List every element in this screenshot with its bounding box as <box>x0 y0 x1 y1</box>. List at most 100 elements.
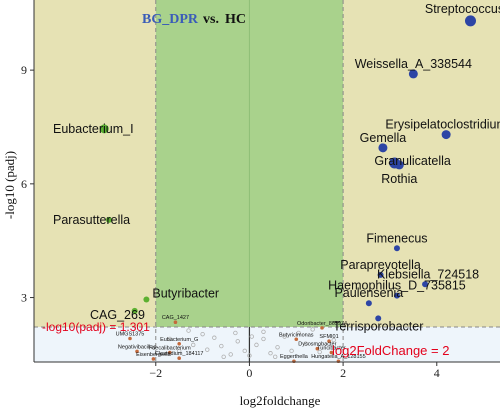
background-point <box>249 334 254 339</box>
point-label: Gemella <box>360 131 407 145</box>
x-tick-label: 0 <box>246 366 252 380</box>
data-point <box>377 271 384 278</box>
point-label: Eisenbergiella <box>136 352 171 358</box>
background-point <box>247 353 252 358</box>
point-label: Eubacterium_I <box>53 122 134 136</box>
background-point <box>176 348 182 354</box>
point-label: Clostridium_184117 <box>155 351 204 357</box>
background-point <box>228 352 233 357</box>
point-label: Eggerthella <box>280 354 309 360</box>
data-point <box>128 336 132 341</box>
point-label: UMGS1375 <box>116 331 145 337</box>
data-point <box>131 307 138 314</box>
background-point <box>254 342 259 348</box>
background-point <box>261 329 266 334</box>
background-point <box>331 337 336 343</box>
background-point <box>303 341 308 346</box>
x-tick-label: −2 <box>149 366 162 380</box>
data-point <box>99 124 109 134</box>
background-point <box>289 348 294 354</box>
point-label: Odoribacter_865974 <box>297 321 347 327</box>
data-point <box>135 349 139 354</box>
point-label: Klebsiella_724518 <box>377 267 479 281</box>
y-axis-label: -log10 (padj) <box>2 151 17 219</box>
x-tick-label: 2 <box>340 366 346 380</box>
point-label: Negativibacillus <box>118 344 156 350</box>
data-point <box>378 143 388 153</box>
chart-title-vs: vs. <box>203 12 219 27</box>
data-point <box>375 315 382 322</box>
point-label: Weissella_A_338544 <box>355 57 472 71</box>
point-label: SFMI01 <box>319 334 338 340</box>
point-label: Fimenecus <box>366 231 427 245</box>
point-label: Faecalibacterium <box>149 346 191 352</box>
background-point <box>242 348 247 354</box>
background-point <box>212 335 217 340</box>
data-point <box>393 245 400 252</box>
point-label: Paraprevotella <box>340 258 421 272</box>
point-label: CAG_269 <box>90 308 145 322</box>
data-point <box>168 350 172 355</box>
data-point <box>393 292 400 299</box>
background-point <box>167 336 173 342</box>
background-point <box>296 330 301 336</box>
point-label: Erysipelatoclostridium <box>385 118 500 132</box>
data-point <box>315 346 320 351</box>
fold-change-threshold-label: log2FoldChange = 2 <box>332 343 449 358</box>
background-point <box>310 327 315 332</box>
point-label: Parasutterella <box>53 213 130 227</box>
point-label: Eubacterium_G <box>160 337 198 343</box>
chart-title-ref: HC <box>225 12 246 27</box>
data-point <box>177 342 181 346</box>
x-tick-label: 4 <box>434 366 440 380</box>
point-label: Butyribacter <box>152 286 219 300</box>
data-point <box>105 216 112 223</box>
data-point <box>151 357 156 361</box>
data-point <box>464 15 476 27</box>
background-point <box>317 349 322 355</box>
background-point <box>186 328 191 333</box>
data-point <box>173 320 178 324</box>
point-label: Butyricimonas <box>279 332 314 338</box>
background-point <box>235 339 240 344</box>
data-point <box>365 300 372 307</box>
point-label: Hungatella_A_128155 <box>311 354 365 360</box>
nonsignificant-region <box>34 327 500 362</box>
chart-title-group: BG_DPR <box>142 12 199 27</box>
data-point <box>327 339 331 343</box>
data-point <box>422 281 429 288</box>
background-point <box>221 354 226 360</box>
data-point <box>394 160 404 170</box>
background-point <box>205 347 210 352</box>
point-label: Streptococcus <box>425 2 500 16</box>
right-significant-region <box>343 0 500 327</box>
x-axis-label: log2foldchange <box>240 393 321 408</box>
data-point <box>329 350 334 355</box>
data-point <box>294 337 299 342</box>
y-tick-label: 3 <box>21 291 27 305</box>
point-label: Turicibacter <box>317 346 346 352</box>
background-point <box>275 345 280 350</box>
background-point <box>268 351 273 356</box>
data-point <box>177 356 181 361</box>
background-point <box>282 334 287 339</box>
left-significant-region <box>34 0 156 327</box>
background-point <box>233 330 238 336</box>
point-label: Rothia <box>381 172 417 186</box>
background-point <box>200 331 205 337</box>
y-tick-label: 9 <box>21 63 27 77</box>
data-point <box>441 130 451 140</box>
background-point <box>272 354 278 360</box>
point-label: Paulensenia <box>334 286 403 300</box>
point-label: Dysosmobacter <box>298 342 336 348</box>
y-tick-label: 6 <box>21 177 27 191</box>
data-point <box>320 326 324 330</box>
background-point <box>191 342 196 348</box>
point-label: Granulicatella <box>374 154 450 168</box>
padj-threshold-label: -log10(padj) = 1.301 <box>42 320 150 334</box>
point-label: Terrisporobacter <box>333 319 423 333</box>
background-point <box>219 343 224 349</box>
point-label: CAG_1427 <box>162 315 189 321</box>
background-point <box>261 336 266 342</box>
